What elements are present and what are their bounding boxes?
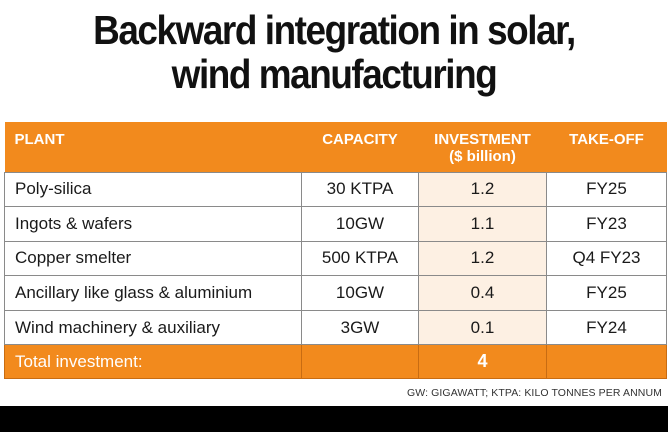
cell-takeoff: FY25 (546, 171, 667, 208)
table-header-row: PLANT CAPACITY INVESTMENT ($ billion) TA… (4, 122, 667, 172)
header-takeoff: TAKE-OFF (569, 131, 644, 148)
cell-takeoff: FY25 (546, 275, 667, 311)
table-row: Wind machinery & auxiliary 3GW 0.1 FY24 (4, 309, 667, 346)
footnote: GW: GIGAWATT; KTPA: KILO TONNES PER ANNU… (407, 387, 662, 399)
cell-investment: 0.4 (418, 275, 547, 311)
cell-takeoff: FY23 (546, 206, 667, 242)
cell-investment: 1.2 (418, 240, 547, 277)
cell-takeoff: FY24 (546, 309, 667, 346)
total-capacity (301, 344, 419, 380)
page-title: Backward integration in solar, wind manu… (33, 8, 634, 96)
total-investment: 4 (418, 344, 547, 380)
cell-capacity: 30 KTPA (301, 171, 419, 208)
header-investment-line-1: INVESTMENT (434, 131, 531, 148)
cell-capacity: 10GW (301, 206, 419, 242)
total-row: Total investment: 4 (4, 344, 667, 380)
table-row: Ancillary like glass & aluminium 10GW 0.… (4, 275, 667, 311)
table-row: Poly-silica 30 KTPA 1.2 FY25 (4, 171, 667, 208)
cell-plant: Poly-silica (4, 171, 302, 208)
cell-capacity: 3GW (301, 309, 419, 346)
total-label: Total investment: (4, 344, 302, 380)
cell-plant: Wind machinery & auxiliary (4, 309, 302, 346)
title-line-2: wind manufacturing (171, 51, 498, 97)
table-row: Ingots & wafers 10GW 1.1 FY23 (4, 206, 667, 242)
header-capacity: CAPACITY (322, 131, 398, 148)
cell-investment: 1.2 (418, 171, 547, 208)
cell-plant: Ingots & wafers (4, 206, 302, 242)
cell-plant: Ancillary like glass & aluminium (4, 275, 302, 311)
header-plant: PLANT (14, 131, 65, 148)
cell-plant: Copper smelter (4, 240, 302, 277)
cell-capacity: 500 KTPA (301, 240, 419, 277)
investment-table: PLANT CAPACITY INVESTMENT ($ billion) TA… (4, 122, 667, 380)
cell-investment: 0.1 (418, 309, 547, 346)
cell-takeoff: Q4 FY23 (546, 240, 667, 277)
total-takeoff (546, 344, 667, 380)
cell-investment: 1.1 (418, 206, 547, 242)
bottom-bar (0, 406, 668, 432)
header-investment: INVESTMENT ($ billion) (419, 122, 547, 172)
header-investment-line-2: ($ billion) (449, 148, 516, 165)
title-line-1: Backward integration in solar, (93, 7, 576, 53)
table-row: Copper smelter 500 KTPA 1.2 Q4 FY23 (4, 240, 667, 277)
cell-capacity: 10GW (301, 275, 419, 311)
